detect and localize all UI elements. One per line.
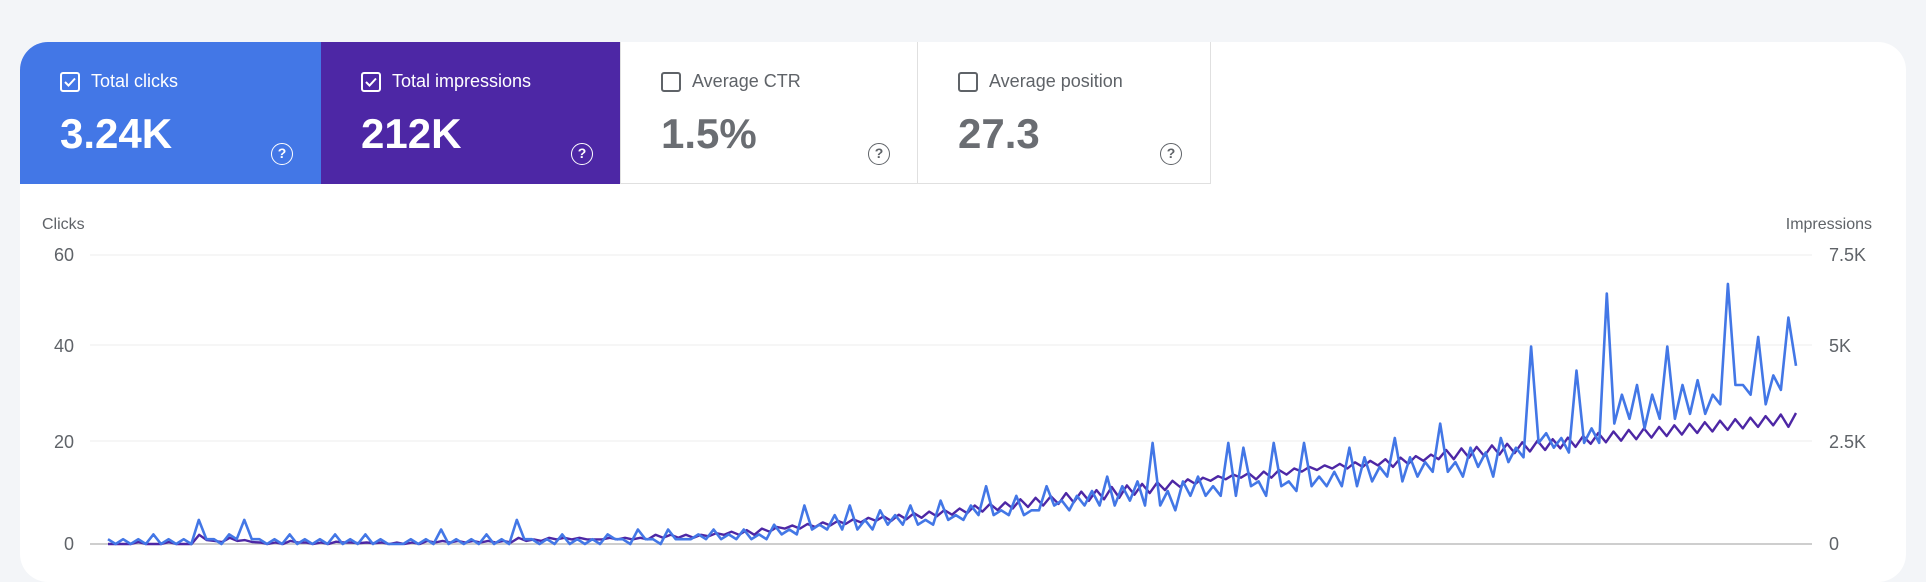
average-ctr-card[interactable]: Average CTR 1.5% ? [620,42,918,184]
total-impressions-label: Total impressions [392,71,532,91]
metric-cards: Total clicks 3.24K ? Total impressions 2… [20,42,1211,184]
total-clicks-value: 3.24K [60,110,173,157]
total-impressions-value: 212K [361,110,462,157]
average-position-value: 27.3 [958,110,1040,157]
average-position-label: Average position [989,71,1123,91]
average-position-card[interactable]: Average position 27.3 ? [918,42,1211,184]
question-circle-icon[interactable]: ? [868,143,890,165]
question-circle-icon[interactable]: ? [271,143,293,165]
total-clicks-label: Total clicks [91,71,179,91]
total-impressions-checkbox[interactable] [361,72,381,92]
average-ctr-label: Average CTR [692,71,801,91]
total-impressions-card[interactable]: Total impressions 212K ? [321,42,620,184]
question-circle-icon[interactable]: ? [571,143,593,165]
average-ctr-checkbox[interactable] [661,72,681,92]
performance-panel: Total clicks 3.24K ? Total impressions 2… [20,42,1906,582]
average-position-checkbox[interactable] [958,72,978,92]
question-circle-icon[interactable]: ? [1160,143,1182,165]
total-clicks-checkbox[interactable] [60,72,80,92]
average-ctr-value: 1.5% [661,110,757,157]
total-clicks-card[interactable]: Total clicks 3.24K ? [20,42,321,184]
